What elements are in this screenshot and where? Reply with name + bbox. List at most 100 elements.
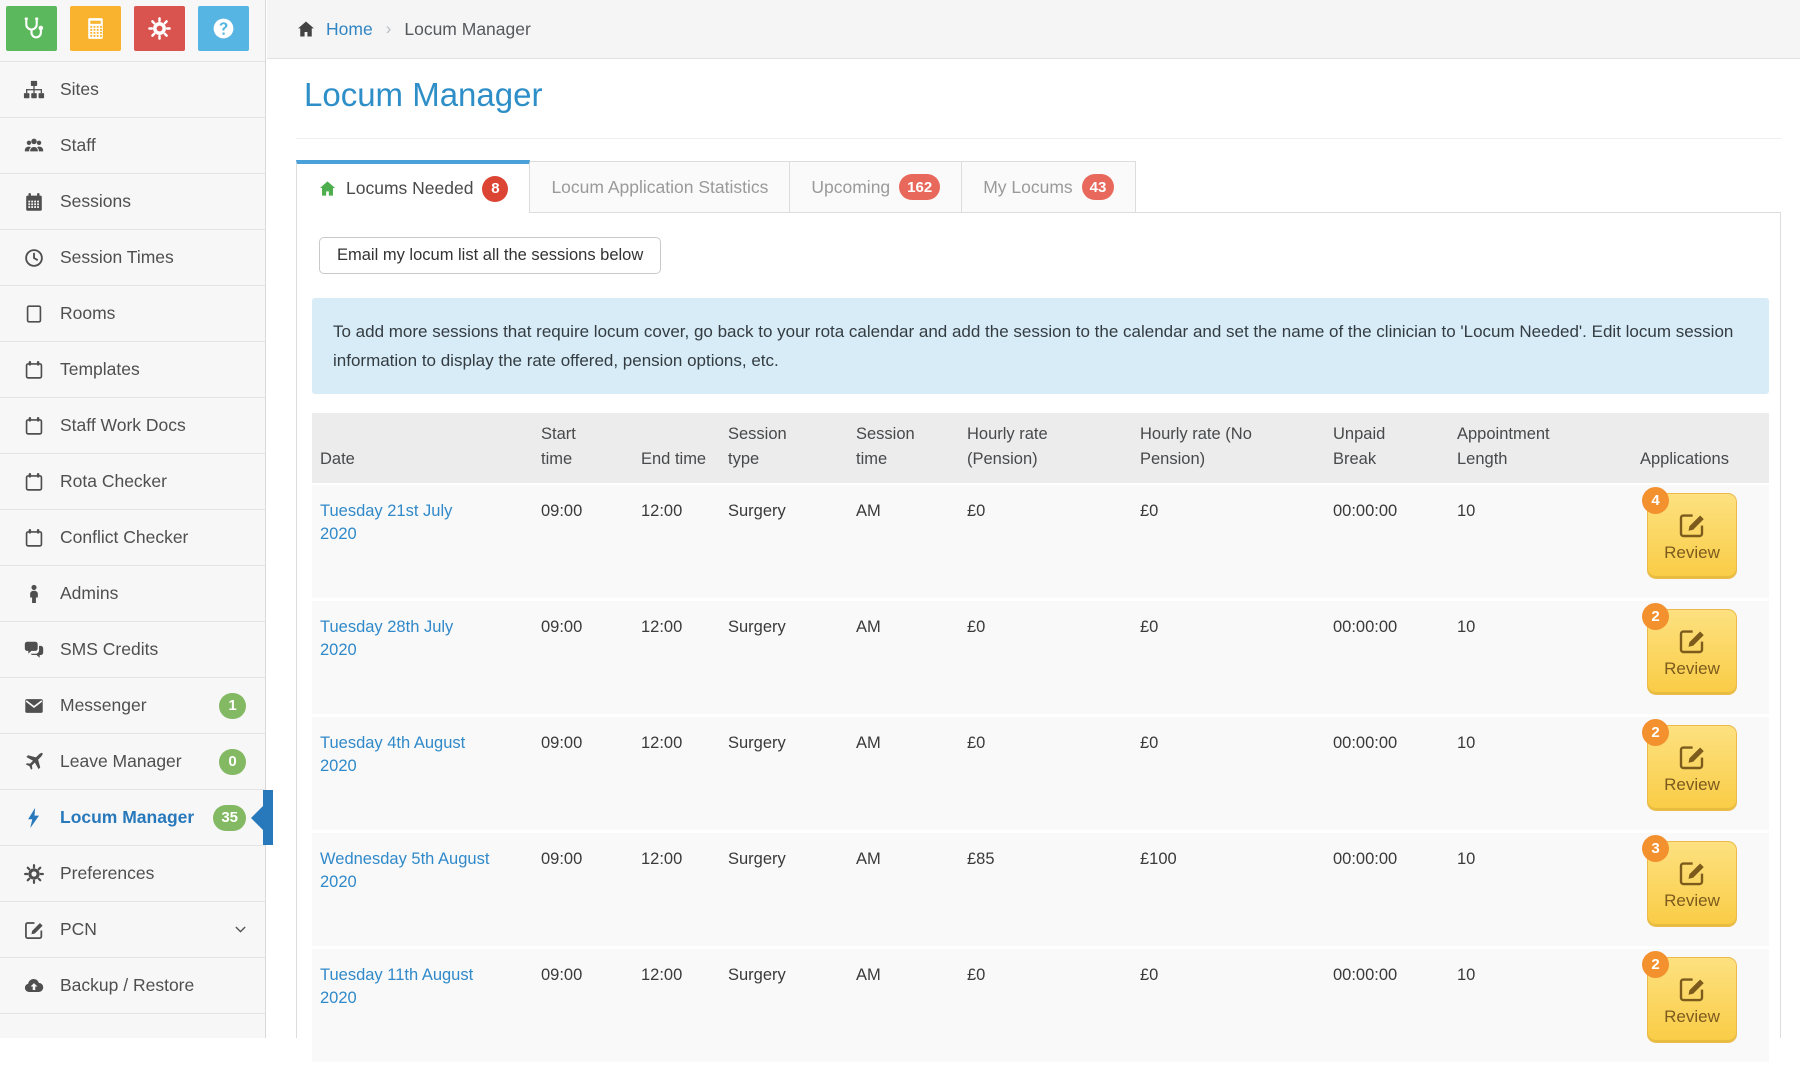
review-button[interactable]: 2 Review [1647,725,1737,811]
chevron-down-icon [232,921,249,938]
session-type-cell: Surgery [720,601,848,714]
plane-icon [22,750,46,774]
sidebar-item-templates[interactable]: Templates [0,342,265,398]
appointment-length-cell: 10 [1449,601,1632,714]
tab-label: Locum Application Statistics [551,177,768,198]
sidebar-item-preferences[interactable]: Preferences [0,846,265,902]
topbar-button-question[interactable] [198,6,249,51]
cloud-upload-icon [22,974,46,998]
sidebar-item-staff[interactable]: Staff [0,118,265,174]
tab-locum-application-statistics[interactable]: Locum Application Statistics [529,161,790,213]
applications-count-badge: 2 [1642,603,1669,630]
session-date-link[interactable]: Tuesday 11th August 2020 [320,964,492,1010]
calendar-o-icon [22,526,46,550]
count-badge: 35 [213,805,246,831]
sidebar-item-admins[interactable]: Admins [0,566,265,622]
home-icon [296,19,316,39]
session-date-link[interactable]: Tuesday 21st July 2020 [320,500,492,546]
tab-my-locums[interactable]: My Locums 43 [961,161,1136,213]
tab-upcoming[interactable]: Upcoming 162 [789,161,962,213]
applications-count-badge: 2 [1642,951,1669,978]
topbar-button-gear[interactable] [134,6,185,51]
session-time-cell: AM [848,717,959,830]
end-time-cell: 12:00 [633,485,720,598]
session-date-link[interactable]: Tuesday 4th August 2020 [320,732,492,778]
hourly-rate-pension-cell: £0 [959,485,1132,598]
applications-cell: 2 Review [1632,717,1769,830]
sidebar-item-label: Backup / Restore [60,975,194,996]
sidebar-item-sites[interactable]: Sites [0,62,265,118]
main-content: Home › Locum Manager Locum Manager Locum… [267,0,1800,1038]
calendar-o-icon [22,358,46,382]
sidebar-item-pcn[interactable]: PCN [0,902,265,958]
start-time-cell: 09:00 [533,833,633,946]
tab-label: Locums Needed [346,178,473,199]
session-date-link[interactable]: Wednesday 5th August 2020 [320,848,492,894]
column-header: Session time [848,422,952,483]
table-body: Tuesday 21st July 2020 09:00 12:00 Surge… [312,485,1769,1065]
sidebar-item-rooms[interactable]: Rooms [0,286,265,342]
session-time-cell: AM [848,601,959,714]
end-time-cell: 12:00 [633,833,720,946]
tab-locums-needed[interactable]: Locums Needed 8 [296,160,530,213]
sidebar-nav: Sites Staff Sessions Session Times Rooms… [0,62,265,1014]
sidebar-item-session-times[interactable]: Session Times [0,230,265,286]
sidebar-item-locum-manager[interactable]: Locum Manager 35 [0,790,265,846]
sidebar-item-messenger[interactable]: Messenger 1 [0,678,265,734]
table-row: Tuesday 21st July 2020 09:00 12:00 Surge… [312,485,1769,601]
tab-bar: Locums Needed 8 Locum Application Statis… [296,160,1781,213]
edit-icon [1677,626,1707,656]
sidebar-item-backup-restore[interactable]: Backup / Restore [0,958,265,1014]
date-cell: Tuesday 4th August 2020 [312,717,533,830]
review-button[interactable]: 4 Review [1647,493,1737,579]
count-badge: 1 [219,693,246,719]
table-row: Tuesday 28th July 2020 09:00 12:00 Surge… [312,601,1769,717]
review-button[interactable]: 3 Review [1647,841,1737,927]
sidebar-item-leave-manager[interactable]: Leave Manager 0 [0,734,265,790]
topbar-button-calculator[interactable] [70,6,121,51]
review-button[interactable]: 2 Review [1647,957,1737,1043]
edit-icon [1677,510,1707,540]
sidebar-item-sessions[interactable]: Sessions [0,174,265,230]
unpaid-break-cell: 00:00:00 [1325,485,1449,598]
hourly-rate-pension-cell: £0 [959,717,1132,830]
end-time-cell: 12:00 [633,601,720,714]
sidebar-item-sms-credits[interactable]: SMS Credits [0,622,265,678]
sidebar-item-conflict-checker[interactable]: Conflict Checker [0,510,265,566]
appointment-length-cell: 10 [1449,485,1632,598]
home-icon [318,179,337,198]
info-alert: To add more sessions that require locum … [312,298,1769,394]
date-cell: Wednesday 5th August 2020 [312,833,533,946]
topbar-button-stethoscope[interactable] [6,6,57,51]
column-header: Unpaid Break [1325,422,1425,483]
table-row: Wednesday 5th August 2020 09:00 12:00 Su… [312,833,1769,949]
count-badge: 0 [219,749,246,775]
review-button[interactable]: 2 Review [1647,609,1737,695]
sidebar-item-label: SMS Credits [60,639,158,660]
applications-count-badge: 2 [1642,719,1669,746]
sidebar-item-rota-checker[interactable]: Rota Checker [0,454,265,510]
sidebar-item-label: Messenger [60,695,147,716]
users-icon [22,134,46,158]
sidebar: Sites Staff Sessions Session Times Rooms… [0,0,266,1038]
column-header: Hourly rate (Pension) [959,422,1093,483]
unpaid-break-cell: 00:00:00 [1325,601,1449,714]
session-type-cell: Surgery [720,949,848,1062]
end-time-cell: 12:00 [633,717,720,830]
edit-icon [1677,742,1707,772]
chevron-right-icon: › [386,19,392,39]
sidebar-item-label: Locum Manager [60,807,194,828]
sidebar-item-staff-work-docs[interactable]: Staff Work Docs [0,398,265,454]
locums-needed-table: Date Start time End time Session type Se… [312,413,1769,1065]
session-type-cell: Surgery [720,485,848,598]
column-header: Start time [533,422,615,483]
table-row: Tuesday 11th August 2020 09:00 12:00 Sur… [312,949,1769,1065]
email-locum-list-button[interactable]: Email my locum list all the sessions bel… [319,237,661,274]
room-icon [22,302,46,326]
session-date-link[interactable]: Tuesday 28th July 2020 [320,616,492,662]
hourly-rate-no-pension-cell: £100 [1132,833,1325,946]
date-cell: Tuesday 21st July 2020 [312,485,533,598]
calendar-o-icon [22,414,46,438]
breadcrumb-home-link[interactable]: Home [326,19,373,40]
unpaid-break-cell: 00:00:00 [1325,833,1449,946]
